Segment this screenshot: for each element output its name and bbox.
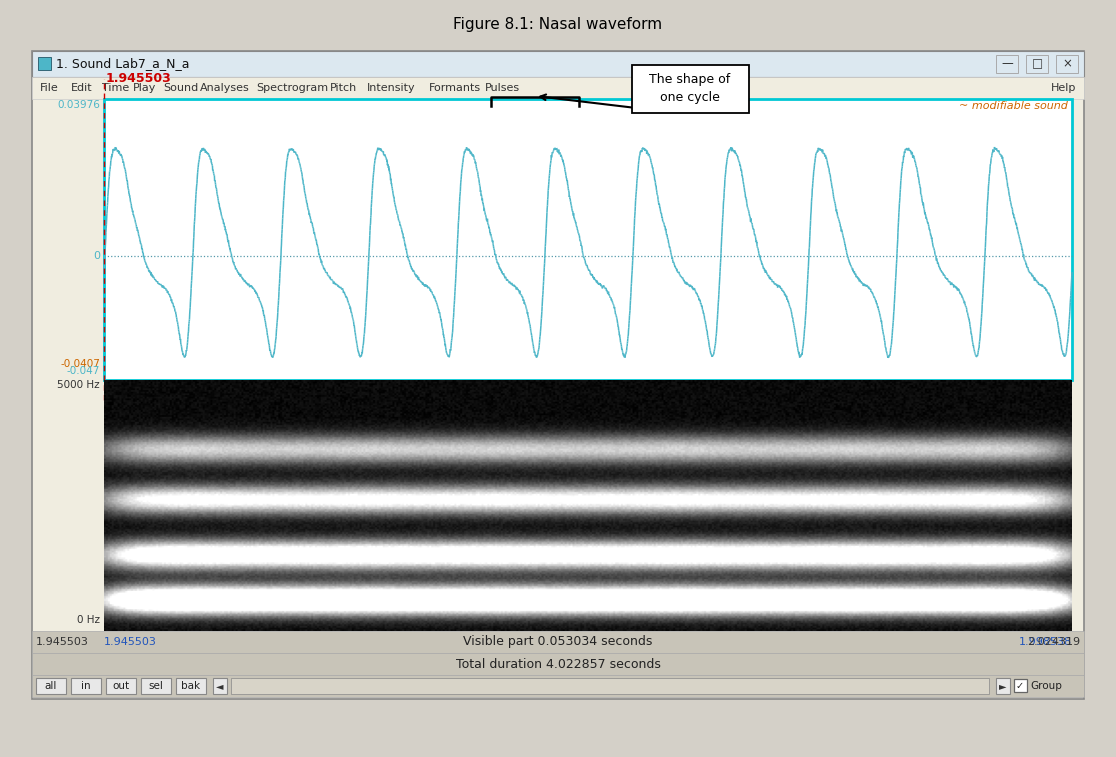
Text: 0.03976: 0.03976 [57,100,100,110]
Bar [106,678,136,694]
Text: 1.945503: 1.945503 [104,637,157,647]
Text: File: File [40,83,59,93]
Text: Pitch: Pitch [330,83,357,93]
Text: 0: 0 [93,251,100,261]
Bar [995,55,1018,73]
FancyBboxPatch shape [632,65,749,113]
Bar [104,99,1072,380]
Text: ►: ► [999,681,1007,691]
Text: Formants: Formants [429,83,481,93]
Text: Group: Group [1030,681,1062,691]
Bar [1056,55,1078,73]
Text: -0.047: -0.047 [67,366,100,376]
Text: 1.998538: 1.998538 [1019,637,1072,647]
Text: —: — [1001,58,1013,70]
Bar [32,77,1084,99]
Bar [36,678,66,694]
Text: Time: Time [102,83,128,93]
Text: Analyses: Analyses [200,83,250,93]
Bar [995,678,1010,694]
Text: 0 Hz: 0 Hz [77,615,100,625]
Text: □: □ [1031,58,1042,70]
Text: Total duration 4.022857 seconds: Total duration 4.022857 seconds [455,658,661,671]
Text: Sound: Sound [163,83,199,93]
Text: Visible part 0.053034 seconds: Visible part 0.053034 seconds [463,635,653,649]
Text: Spectrogram: Spectrogram [256,83,328,93]
Text: -0.0407: -0.0407 [60,359,100,369]
Bar [141,678,171,694]
Bar [32,51,1084,77]
Text: in: in [81,681,90,691]
Bar [32,675,1084,697]
Text: all: all [45,681,57,691]
Text: Play: Play [133,83,156,93]
Text: Figure 8.1: Nasal waveform: Figure 8.1: Nasal waveform [453,17,663,32]
Text: ×: × [1062,58,1072,70]
Text: Pulses: Pulses [484,83,520,93]
Text: ◄: ◄ [217,681,223,691]
Text: derived spectrogram: derived spectrogram [960,381,1068,391]
Text: Help: Help [1050,83,1076,93]
Text: ✓: ✓ [1016,681,1024,691]
Bar [1026,55,1048,73]
Bar [32,51,1084,699]
Bar [231,678,989,694]
Bar [32,631,1084,653]
Bar [71,678,102,694]
Text: sel: sel [148,681,163,691]
Text: 1. Sound Lab7_a_N_a: 1. Sound Lab7_a_N_a [56,58,190,70]
Bar [38,57,51,70]
Bar [176,678,206,694]
Text: The shape of
one cycle: The shape of one cycle [650,73,731,104]
Bar [104,380,1072,631]
Text: Intensity: Intensity [367,83,415,93]
Bar [213,678,227,694]
Bar [32,653,1084,675]
Text: Edit: Edit [70,83,93,93]
Text: out: out [113,681,129,691]
Text: 1.945503: 1.945503 [36,637,89,647]
Text: 2.024319: 2.024319 [1027,637,1080,647]
Bar [1014,679,1027,692]
Text: bak: bak [182,681,201,691]
Text: 5000 Hz: 5000 Hz [57,380,100,390]
Text: 1.945503: 1.945503 [106,72,172,85]
Text: ~ modifiable sound: ~ modifiable sound [959,101,1068,111]
